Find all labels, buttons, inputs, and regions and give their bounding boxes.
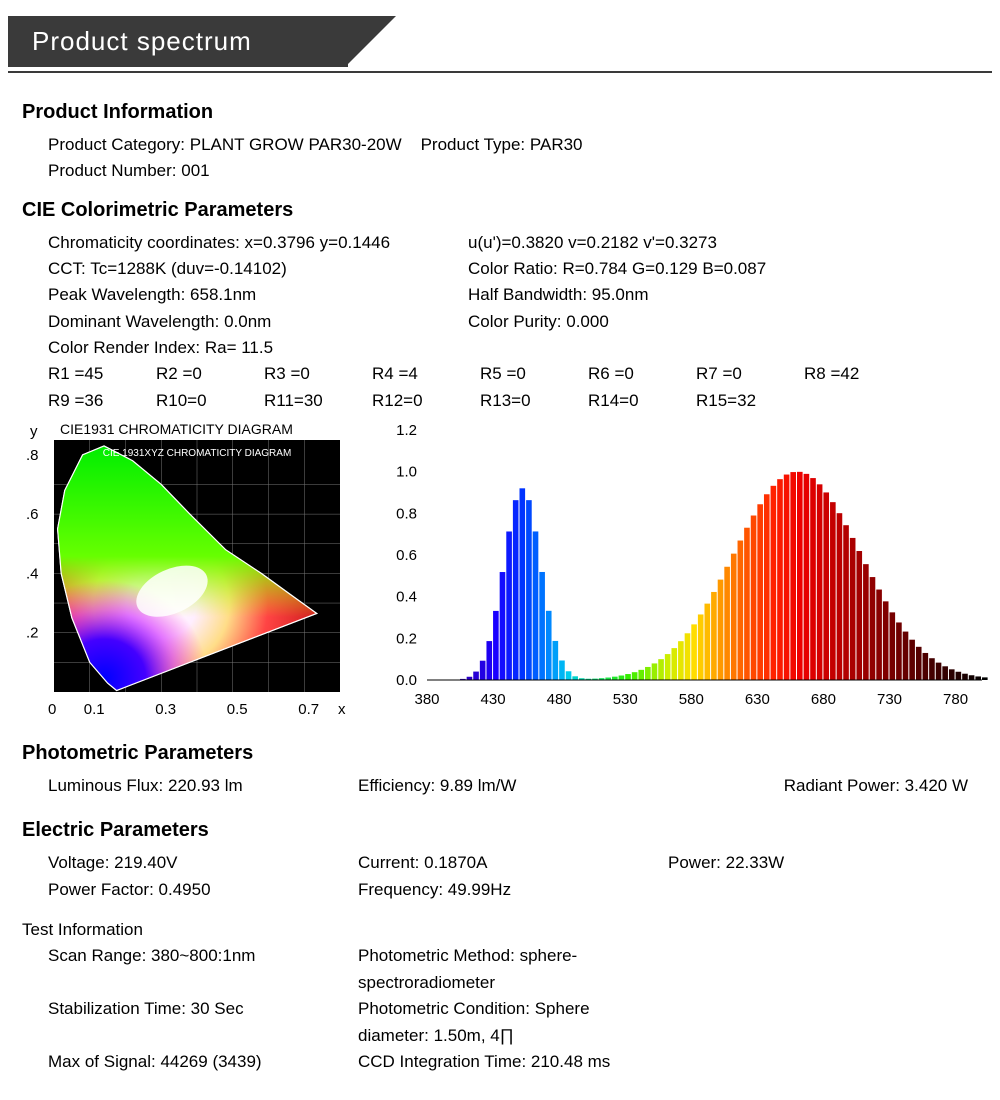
page-banner: Product spectrum bbox=[8, 16, 348, 67]
r-value: R8 =42 bbox=[804, 361, 912, 387]
spectrum-chart: 0.0 0.2 0.4 0.6 0.8 1.0 1.2 380 430 480 530 580 630 6… bbox=[372, 420, 992, 720]
section-cie: CIE Colorimetric Parameters bbox=[22, 195, 978, 226]
ccd-integration: CCD Integration Time: 210.48 ms bbox=[358, 1049, 658, 1075]
r-value: R12=0 bbox=[372, 388, 480, 414]
section-product-info: Product Information bbox=[22, 97, 978, 128]
cie-chromaticity: Chromaticity coordinates: x=0.3796 y=0.1… bbox=[48, 230, 468, 256]
svg-text:0.2: 0.2 bbox=[396, 630, 417, 647]
svg-text:0.1: 0.1 bbox=[84, 701, 105, 718]
svg-text:0.6: 0.6 bbox=[396, 547, 417, 564]
svg-text:.6: .6 bbox=[26, 506, 39, 523]
stabilization: Stabilization Time: 30 Sec bbox=[48, 996, 348, 1049]
product-number: Product Number: 001 bbox=[48, 158, 978, 184]
svg-text:630: 630 bbox=[745, 691, 770, 708]
svg-text:430: 430 bbox=[481, 691, 506, 708]
svg-text:y: y bbox=[30, 423, 38, 440]
r-value: R3 =0 bbox=[264, 361, 372, 387]
r-value: R4 =4 bbox=[372, 361, 480, 387]
r-value: R6 =0 bbox=[588, 361, 696, 387]
photometric-method: Photometric Method: sphere-spectroradiom… bbox=[358, 943, 658, 996]
frequency: Frequency: 49.99Hz bbox=[358, 877, 658, 903]
power-factor: Power Factor: 0.4950 bbox=[48, 877, 348, 903]
svg-text:0.3: 0.3 bbox=[155, 701, 176, 718]
svg-text:480: 480 bbox=[547, 691, 572, 708]
radiant-power: Radiant Power: 3.420 W bbox=[668, 773, 968, 799]
banner-title: Product spectrum bbox=[32, 26, 252, 56]
svg-text:530: 530 bbox=[613, 691, 638, 708]
r-value: R14=0 bbox=[588, 388, 696, 414]
current: Current: 0.1870A bbox=[358, 850, 658, 876]
r-value: R7 =0 bbox=[696, 361, 804, 387]
svg-text:730: 730 bbox=[877, 691, 902, 708]
svg-text:1.0: 1.0 bbox=[396, 464, 417, 481]
cie-uv: u(u')=0.3820 v=0.2182 v'=0.3273 bbox=[468, 230, 717, 256]
svg-text:680: 680 bbox=[811, 691, 836, 708]
r-value: R2 =0 bbox=[156, 361, 264, 387]
r-value: R11=30 bbox=[264, 388, 372, 414]
section-test-info: Test Information bbox=[22, 917, 978, 943]
efficiency: Efficiency: 9.89 lm/W bbox=[358, 773, 658, 799]
cie-cct: CCT: Tc=1288K (duv=-0.14102) bbox=[48, 256, 468, 282]
cie-color-purity: Color Purity: 0.000 bbox=[468, 309, 609, 335]
r-value: R1 =45 bbox=[48, 361, 156, 387]
cie-peak-wavelength: Peak Wavelength: 658.1nm bbox=[48, 282, 468, 308]
svg-text:.4: .4 bbox=[26, 566, 39, 583]
voltage: Voltage: 219.40V bbox=[48, 850, 348, 876]
svg-text:0.7: 0.7 bbox=[298, 701, 319, 718]
svg-text:580: 580 bbox=[679, 691, 704, 708]
svg-text:1.2: 1.2 bbox=[396, 422, 417, 439]
svg-text:0.5: 0.5 bbox=[227, 701, 248, 718]
svg-text:CIE1931 CHROMATICITY DIAGRAM: CIE1931 CHROMATICITY DIAGRAM bbox=[60, 421, 293, 437]
svg-text:0.8: 0.8 bbox=[396, 505, 417, 522]
max-signal: Max of Signal: 44269 (3439) bbox=[48, 1049, 348, 1075]
cie-r-row1: R1 =45R2 =0R3 =0R4 =4R5 =0R6 =0R7 =0R8 =… bbox=[48, 361, 978, 387]
svg-text:CIE 1931XYZ CHROMATICITY DIAGR: CIE 1931XYZ CHROMATICITY DIAGRAM bbox=[103, 448, 292, 459]
cie-color-ratio: Color Ratio: R=0.784 G=0.129 B=0.087 bbox=[468, 256, 766, 282]
svg-text:x: x bbox=[338, 701, 346, 718]
product-category: Product Category: PLANT GROW PAR30-20W P… bbox=[48, 132, 583, 158]
svg-text:.8: .8 bbox=[26, 447, 39, 464]
svg-text:0.0: 0.0 bbox=[396, 672, 417, 689]
svg-text:0.4: 0.4 bbox=[396, 589, 417, 606]
svg-text:780: 780 bbox=[943, 691, 968, 708]
svg-text:380: 380 bbox=[414, 691, 439, 708]
r-value: R9 =36 bbox=[48, 388, 156, 414]
r-value: R5 =0 bbox=[480, 361, 588, 387]
cie-dominant-wavelength: Dominant Wavelength: 0.0nm bbox=[48, 309, 468, 335]
scan-range: Scan Range: 380~800:1nm bbox=[48, 943, 348, 996]
cie-half-bandwidth: Half Bandwidth: 95.0nm bbox=[468, 282, 649, 308]
cie1931-diagram: CIE 1931XYZ CHROMATICITY DIAGRAM CIE1931 … bbox=[22, 420, 352, 720]
r-value: R10=0 bbox=[156, 388, 264, 414]
svg-text:.2: .2 bbox=[26, 625, 39, 642]
luminous-flux: Luminous Flux: 220.93 lm bbox=[48, 773, 348, 799]
r-value: R15=32 bbox=[696, 388, 804, 414]
section-electric: Electric Parameters bbox=[22, 815, 978, 846]
photometric-condition: Photometric Condition: Sphere diameter: … bbox=[358, 996, 658, 1049]
r-value: R13=0 bbox=[480, 388, 588, 414]
cie-cri: Color Render Index: Ra= 11.5 bbox=[48, 335, 978, 361]
power: Power: 22.33W bbox=[668, 850, 968, 876]
svg-text:0: 0 bbox=[48, 701, 56, 718]
section-photometric: Photometric Parameters bbox=[22, 738, 978, 769]
cie-r-row2: R9 =36R10=0R11=30R12=0R13=0R14=0R15=32 bbox=[48, 388, 978, 414]
